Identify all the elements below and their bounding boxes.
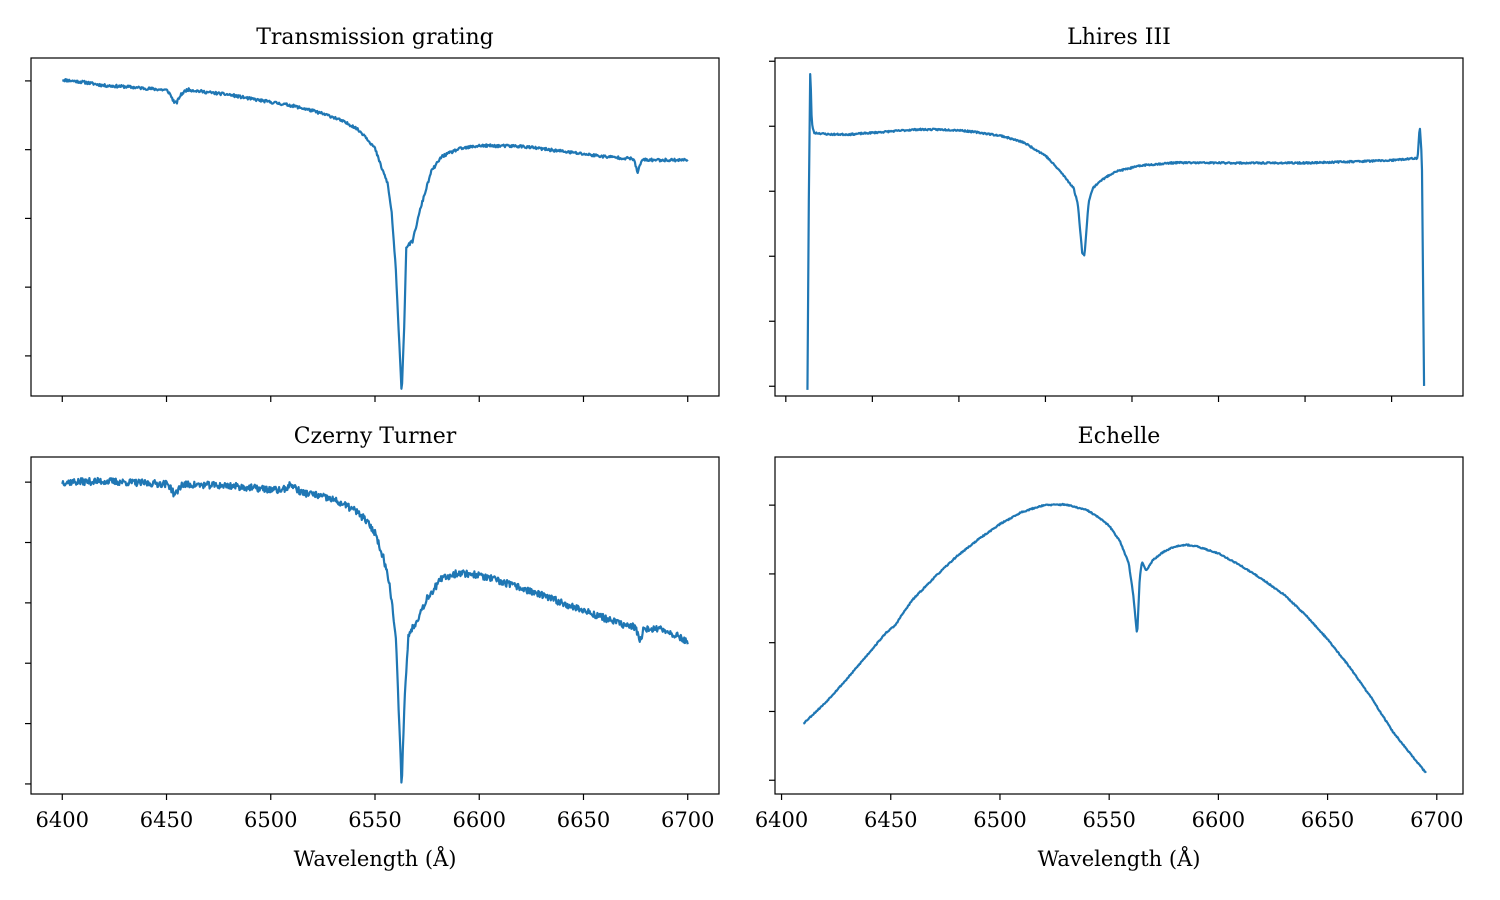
x-tick-label: 6550 bbox=[1082, 808, 1135, 832]
panel-echelle: Echelle Wavelength (Å) 6400 6450 6500 6550 6… bbox=[755, 424, 1464, 871]
panel-title: Echelle bbox=[1078, 424, 1161, 449]
x-tick-label: 6650 bbox=[1301, 808, 1354, 832]
x-axis-label: Wavelength (Å) bbox=[294, 846, 457, 871]
x-tick-label: 6450 bbox=[140, 808, 193, 832]
x-axis-label: Wavelength (Å) bbox=[1038, 846, 1201, 871]
panel-lhires-iii: Lhires III bbox=[769, 25, 1464, 402]
panel-transmission-grating: Transmission grating bbox=[25, 25, 720, 402]
x-tick-label: 6600 bbox=[453, 808, 506, 832]
x-tick-label: 6650 bbox=[557, 808, 610, 832]
plot-frame bbox=[30, 456, 720, 795]
spectrum-line bbox=[61, 476, 689, 784]
x-tick-label: 6600 bbox=[1192, 808, 1245, 832]
spectrum-line bbox=[61, 78, 689, 390]
panel-title: Transmission grating bbox=[256, 25, 494, 50]
x-tick-label: 6700 bbox=[661, 808, 714, 832]
plot-frame bbox=[30, 57, 720, 397]
plot-frame bbox=[774, 456, 1464, 795]
x-tick-label: 6500 bbox=[244, 808, 297, 832]
plot-frame bbox=[774, 57, 1464, 397]
spectrum-line bbox=[806, 72, 1426, 390]
x-tick-label: 6400 bbox=[36, 808, 89, 832]
panel-title: Lhires III bbox=[1067, 25, 1171, 50]
panel-czerny-turner: Czerny Turner Wavelength (Å) 6400 6450 650… bbox=[25, 424, 720, 871]
x-tick-label: 6500 bbox=[973, 808, 1026, 832]
x-tick-label: 6400 bbox=[755, 808, 808, 832]
x-tick-label: 6550 bbox=[348, 808, 401, 832]
spectrum-line bbox=[802, 502, 1427, 774]
x-tick-label: 6450 bbox=[864, 808, 917, 832]
panel-title: Czerny Turner bbox=[294, 424, 457, 449]
x-tick-label: 6700 bbox=[1410, 808, 1463, 832]
